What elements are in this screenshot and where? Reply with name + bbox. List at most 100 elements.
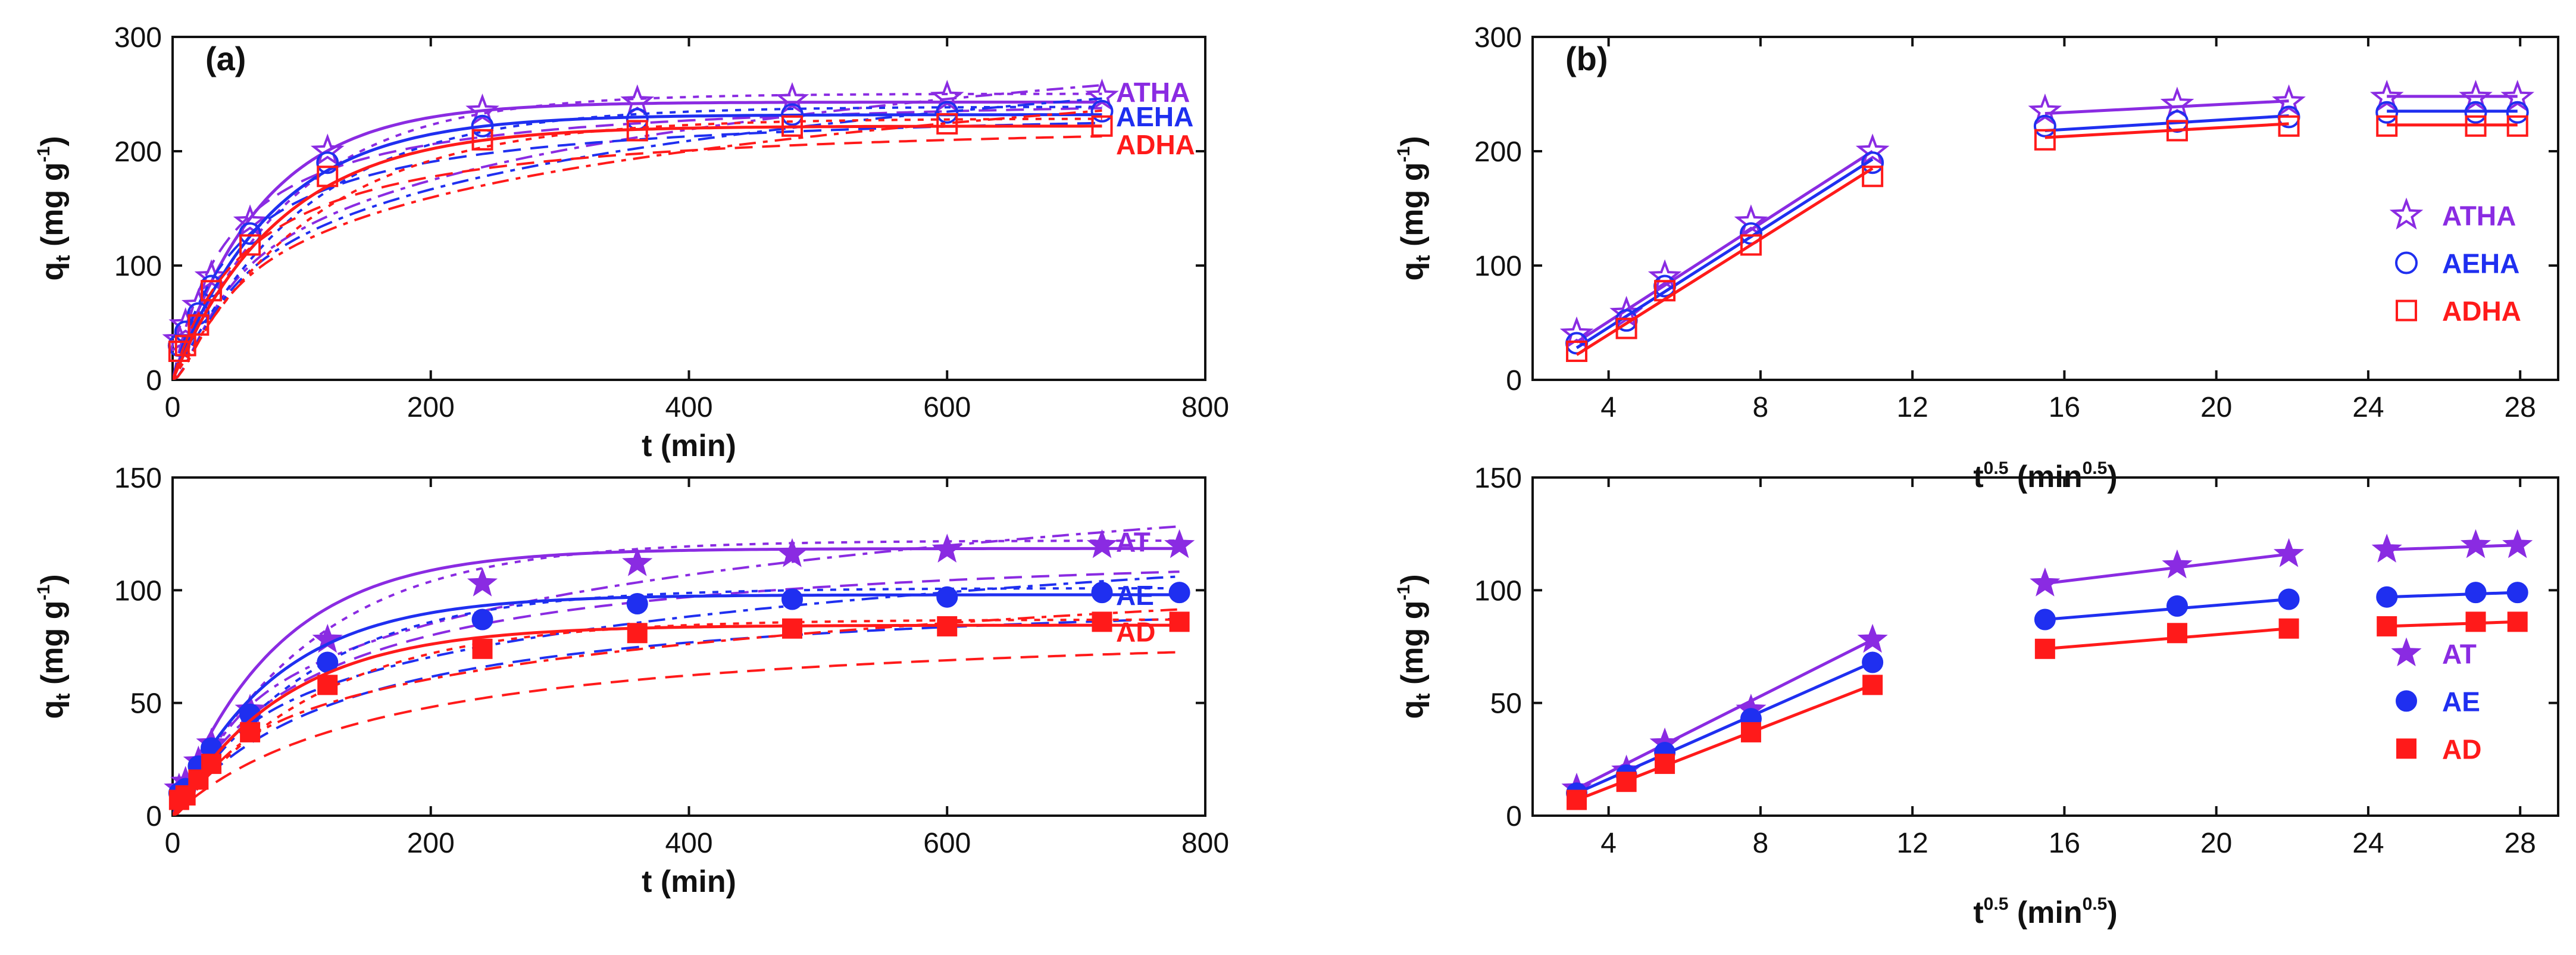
data-point-AD: [2507, 611, 2528, 632]
data-point-ADHA: [2376, 115, 2398, 137]
fit-pfo-AE: [173, 593, 1180, 816]
linear-segment-3-AD: [2387, 620, 2518, 628]
series-AD: [173, 608, 1180, 816]
linear-segment-1-ATHA: [1575, 149, 1874, 344]
series-label-AEHA: AEHA: [1116, 101, 1193, 132]
data-point-ADHA: [2465, 115, 2487, 137]
legend-label-AEHA: AEHA: [2442, 248, 2519, 279]
series-ADHA: [173, 109, 1102, 380]
data-point-ATHA: [2028, 93, 2062, 126]
x-tick-label: 28: [2504, 392, 2536, 423]
y-tick-label: 0: [1506, 801, 1522, 832]
series-AE: [173, 575, 1180, 816]
data-point-AE: [1862, 651, 1884, 673]
x-axis-label-bottom-left: t (min): [642, 865, 736, 899]
x-tick-label: 4: [1600, 828, 1617, 859]
y-tick-label: 150: [114, 463, 162, 494]
y-tick-label: 300: [114, 22, 162, 54]
data-point-AEHA: [2375, 101, 2399, 124]
x-tick-label: 200: [407, 392, 455, 423]
data-point-ADHA: [2278, 115, 2300, 137]
data-point-AD: [1567, 789, 1587, 810]
data-point-AT: [622, 547, 653, 576]
chart-panel-top-left: 0 200 400 600 800 0 100 200 300 qt (mg g-1) t (min…: [34, 22, 1229, 463]
data-point-AD: [2278, 618, 2299, 639]
data-point-AD: [782, 618, 802, 639]
y-tick-label: 50: [1490, 688, 1522, 720]
data-point-ADHA: [1740, 234, 1762, 256]
y-axis-label-top-left: qt (mg g-1): [34, 136, 74, 280]
data-point-ATHA: [465, 93, 499, 126]
data-point-ADHA: [201, 280, 223, 302]
fit-pfo-ATHA: [173, 101, 1102, 380]
series-label-ATHA: ATHA: [1116, 77, 1190, 108]
x-tick-label: 0: [165, 392, 181, 423]
plot-frame: [171, 476, 1206, 817]
data-point-ADHA: [317, 166, 339, 188]
data-point-ATHA: [1559, 316, 1594, 349]
data-point-ATHA: [310, 133, 345, 166]
data-point-AD: [1655, 753, 1675, 774]
data-point-AT: [312, 623, 343, 653]
data-point-ADHA: [626, 120, 648, 142]
panel-label-b: (b): [1565, 40, 1608, 77]
chart-panel-bottom-right: 4 8 12 16 20 24 28 0 50 100 150 qt (mg g-1) t0.5 (mi…: [1394, 463, 2559, 930]
linear-segment-2-AT: [2044, 553, 2289, 585]
data-point-AE: [2278, 588, 2300, 610]
linear-segment-3-AE: [2387, 591, 2518, 599]
markers-AE: [1566, 582, 2528, 804]
data-point-AT: [2273, 538, 2305, 567]
data-point-AT: [2030, 567, 2061, 597]
fit-elovich-AE: [173, 587, 1180, 816]
fit-pso-ADHA: [173, 135, 1102, 380]
fit-avrami-AE: [173, 575, 1180, 816]
data-point-AEHA: [471, 114, 494, 138]
data-point-AE: [2376, 586, 2398, 608]
data-point-AD: [2167, 623, 2187, 644]
data-point-ADHA: [2166, 120, 2188, 142]
data-point-AEHA: [239, 222, 262, 245]
x-tick-label: 600: [923, 392, 971, 423]
markers-AT: [1561, 529, 2533, 802]
legend-marker-AE: [2396, 690, 2417, 712]
data-point-AE: [2166, 595, 2188, 617]
data-point-AEHA: [1861, 151, 1884, 174]
series-AEHA: [1575, 110, 2518, 349]
data-point-AD: [317, 675, 338, 695]
legend-label-AE: AE: [2442, 686, 2480, 717]
y-tick-label: 100: [1474, 251, 1522, 282]
data-point-ADHA: [1862, 166, 1884, 188]
y-tick-label: 0: [146, 365, 162, 397]
data-point-ADHA: [1091, 115, 1113, 137]
data-point-AD: [1740, 722, 1761, 742]
x-tick-label: 12: [1896, 392, 1928, 423]
data-point-AT: [1857, 623, 1888, 653]
x-tick-label: 12: [1896, 828, 1928, 859]
data-point-ATHA: [1647, 259, 1682, 292]
y-tick-label: 0: [146, 801, 162, 832]
series-AT: [173, 525, 1180, 816]
y-tick-label: 100: [114, 251, 162, 282]
fit-avrami-ATHA: [173, 84, 1102, 380]
data-point-ATHA: [1855, 133, 1890, 166]
x-tick-label: 8: [1753, 392, 1769, 423]
data-point-ATHA: [194, 259, 229, 292]
data-point-AD: [627, 623, 648, 644]
legend-marker-AT: [2391, 637, 2422, 667]
legend-label-ADHA: ADHA: [2442, 296, 2521, 327]
y-axis-label-top-right: qt (mg g-1): [1394, 136, 1434, 280]
x-tick-label: 20: [2200, 392, 2232, 423]
data-point-AEHA: [316, 151, 339, 174]
data-point-AT: [1086, 529, 1118, 558]
linear-segment-1-ADHA: [1575, 167, 1874, 356]
data-point-ATHA: [2500, 80, 2534, 112]
data-point-ADHA: [239, 234, 261, 256]
fit-pso-AD: [173, 651, 1180, 816]
series-label-AT: AT: [1116, 527, 1151, 558]
data-point-AD: [472, 638, 493, 659]
series-label-AD: AD: [1116, 616, 1155, 647]
plot-frame: [1531, 36, 2559, 381]
fit-avrami-ADHA: [173, 109, 1102, 380]
data-point-AE: [471, 608, 493, 631]
series-label-AE: AE: [1116, 580, 1154, 611]
